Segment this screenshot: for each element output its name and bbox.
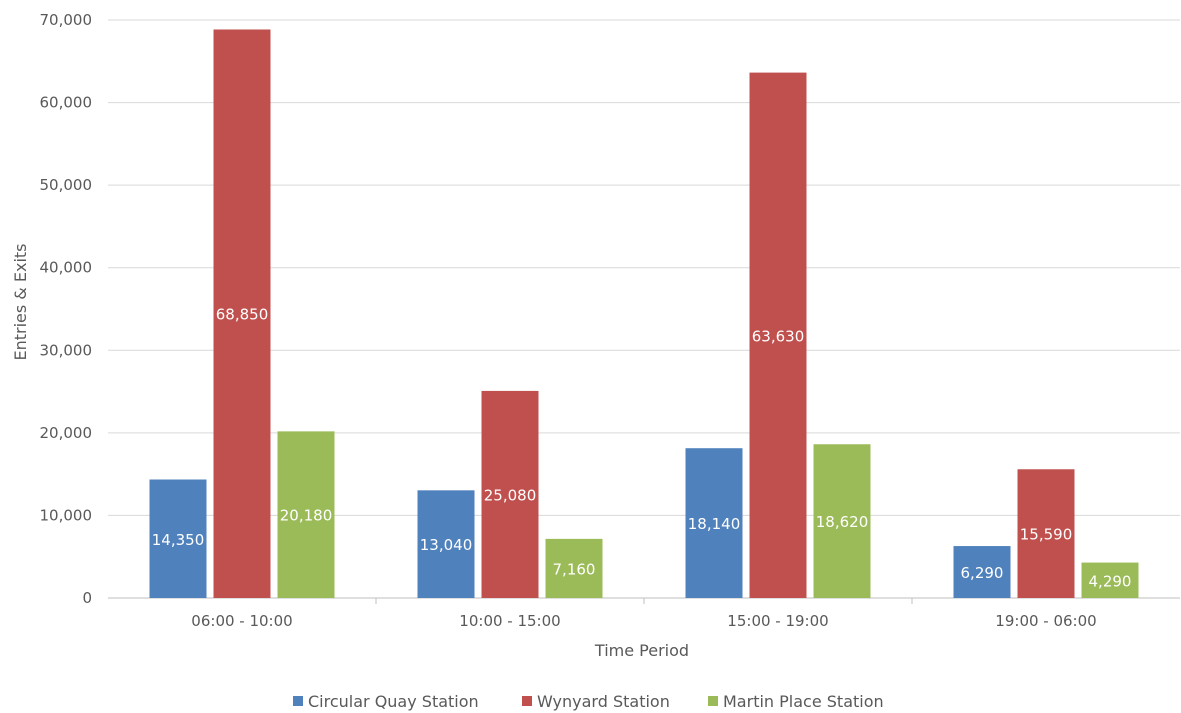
bar bbox=[481, 390, 539, 598]
x-axis-ticks: 06:00 - 10:00 10:00 - 15:00 15:00 - 19:00 1… bbox=[191, 598, 1097, 630]
data-label: 7,160 bbox=[553, 560, 596, 578]
data-label: 25,080 bbox=[484, 486, 537, 504]
bar bbox=[1081, 562, 1139, 598]
data-label: 68,850 bbox=[216, 306, 269, 324]
y-tick-label: 10,000 bbox=[40, 506, 93, 524]
legend-swatch bbox=[708, 696, 718, 706]
legend-swatch bbox=[293, 696, 303, 706]
data-label: 15,590 bbox=[1020, 526, 1073, 544]
bar bbox=[1017, 469, 1075, 598]
legend-label: Wynyard Station bbox=[537, 692, 670, 711]
data-label: 6,290 bbox=[961, 564, 1004, 582]
bar bbox=[213, 29, 271, 598]
bar bbox=[953, 546, 1011, 598]
bar bbox=[545, 538, 603, 598]
data-label: 4,290 bbox=[1089, 572, 1132, 590]
y-tick-label: 0 bbox=[82, 589, 92, 607]
data-label: 13,040 bbox=[420, 536, 473, 554]
y-axis-ticks: 0 10,000 20,000 30,000 40,000 50,000 60,000 70,… bbox=[40, 11, 93, 607]
y-axis-title: Entries & Exits bbox=[11, 243, 30, 360]
y-tick-label: 70,000 bbox=[40, 11, 93, 29]
bar bbox=[277, 431, 335, 598]
data-label: 20,180 bbox=[280, 507, 333, 525]
y-tick-label: 50,000 bbox=[40, 176, 93, 194]
data-label: 63,630 bbox=[752, 327, 805, 345]
data-label: 18,140 bbox=[688, 515, 741, 533]
data-label: 18,620 bbox=[816, 513, 869, 531]
data-labels: 14,350 68,850 20,180 13,040 25,080 7,160 18,14… bbox=[152, 306, 1132, 591]
bar bbox=[417, 490, 475, 598]
bar bbox=[149, 479, 207, 598]
legend-swatch bbox=[522, 696, 532, 706]
bar bbox=[749, 72, 807, 598]
y-tick-label: 40,000 bbox=[40, 259, 93, 277]
y-tick-label: 20,000 bbox=[40, 424, 93, 442]
bars bbox=[149, 29, 1139, 598]
legend-label: Martin Place Station bbox=[723, 692, 884, 711]
x-tick-label: 19:00 - 06:00 bbox=[995, 612, 1096, 630]
legend: Circular Quay Station Wynyard Station Mart… bbox=[293, 692, 884, 711]
x-axis-title: Time Period bbox=[594, 641, 689, 660]
x-tick-label: 15:00 - 19:00 bbox=[727, 612, 828, 630]
data-label: 14,350 bbox=[152, 531, 205, 549]
x-tick-label: 06:00 - 10:00 bbox=[191, 612, 292, 630]
y-tick-label: 30,000 bbox=[40, 341, 93, 359]
bar bbox=[813, 444, 871, 598]
y-tick-label: 60,000 bbox=[40, 94, 93, 112]
x-tick-label: 10:00 - 15:00 bbox=[459, 612, 560, 630]
bar bbox=[685, 448, 743, 598]
legend-label: Circular Quay Station bbox=[308, 692, 479, 711]
